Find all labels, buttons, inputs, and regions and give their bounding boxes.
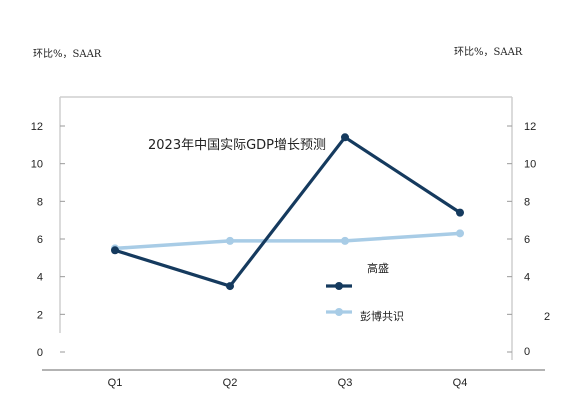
legend-label: 高盛 — [367, 261, 389, 275]
data-point — [111, 246, 119, 255]
data-point — [341, 133, 349, 142]
left-tick-label: 2 — [37, 309, 43, 321]
legend-marker — [335, 282, 343, 290]
x-tick-label: Q4 — [453, 377, 468, 389]
right-axis-unit: 环比%，SAAR — [454, 47, 523, 58]
left-tick-label: 12 — [31, 121, 43, 133]
right-tick-label: 4 — [524, 272, 530, 284]
data-point — [456, 208, 464, 217]
data-point — [226, 236, 234, 245]
legend-marker — [335, 308, 343, 316]
right-tick-label: 12 — [524, 121, 536, 133]
right-tick-label: 2 — [544, 311, 550, 323]
right-tick-label: 10 — [524, 159, 536, 171]
x-tick-label: Q2 — [223, 377, 238, 389]
data-point — [226, 282, 234, 291]
left-tick-label: 6 — [37, 234, 43, 246]
legend-label: 彭博共识 — [360, 309, 404, 323]
left-tick-label: 0 — [37, 347, 43, 359]
series-line — [113, 135, 462, 288]
left-tick-label: 10 — [31, 159, 43, 171]
x-tick-label: Q3 — [338, 377, 353, 389]
right-tick-label: 8 — [524, 196, 530, 208]
chart-title: 2023年中国实际GDP增长预测 — [148, 138, 326, 153]
right-tick-label: 0 — [524, 346, 530, 358]
x-tick-label: Q1 — [108, 377, 123, 389]
left-tick-label: 4 — [37, 272, 43, 284]
data-point — [341, 236, 349, 245]
right-tick-label: 6 — [524, 234, 530, 246]
series-line — [113, 231, 462, 251]
left-axis-unit: 环比%，SAAR — [33, 49, 102, 60]
data-point — [456, 229, 464, 238]
left-tick-label: 8 — [37, 196, 43, 208]
